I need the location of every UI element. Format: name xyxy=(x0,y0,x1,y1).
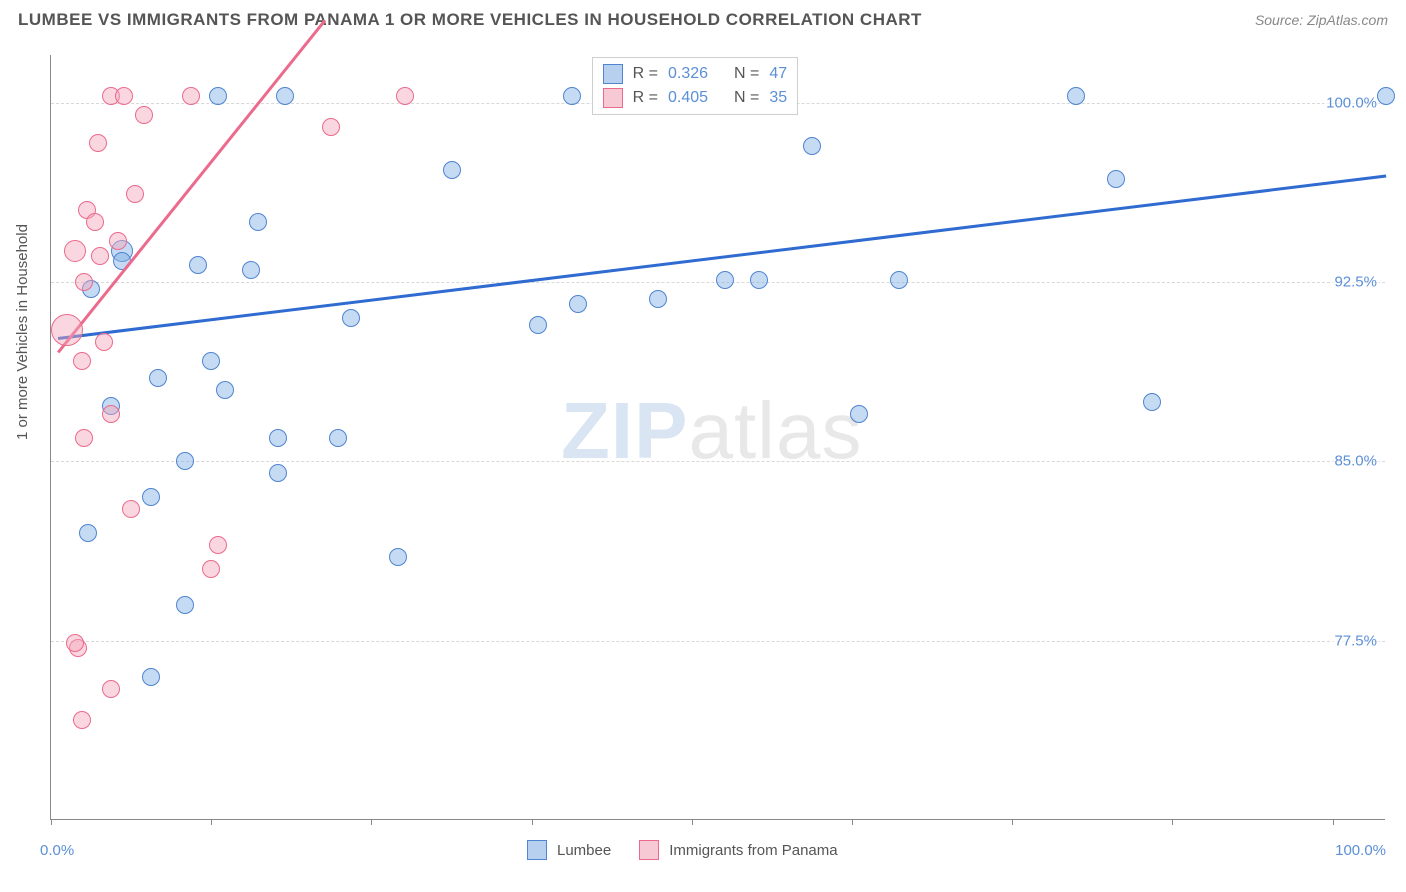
n-value: 47 xyxy=(769,65,787,83)
x-tick xyxy=(1172,819,1173,825)
data-point xyxy=(115,87,133,105)
trend-line xyxy=(57,20,326,354)
data-point xyxy=(182,87,200,105)
data-point xyxy=(850,405,868,423)
data-point xyxy=(242,261,260,279)
data-point xyxy=(569,295,587,313)
grid-line xyxy=(51,641,1385,642)
data-point xyxy=(1107,170,1125,188)
data-point xyxy=(716,271,734,289)
grid-line xyxy=(51,461,1385,462)
data-point xyxy=(109,232,127,250)
data-point xyxy=(75,429,93,447)
legend-swatch xyxy=(639,840,659,860)
data-point xyxy=(389,548,407,566)
data-point xyxy=(649,290,667,308)
data-point xyxy=(209,536,227,554)
data-point xyxy=(342,309,360,327)
r-label: R = xyxy=(633,89,658,107)
data-point xyxy=(750,271,768,289)
n-value: 35 xyxy=(769,89,787,107)
data-point xyxy=(126,185,144,203)
n-label: N = xyxy=(734,65,759,83)
data-point xyxy=(51,314,83,346)
data-point xyxy=(73,711,91,729)
x-tick xyxy=(1012,819,1013,825)
r-value: 0.326 xyxy=(668,65,724,83)
trend-line xyxy=(58,175,1387,340)
data-point xyxy=(75,273,93,291)
data-point xyxy=(149,369,167,387)
bottom-legend: Lumbee Immigrants from Panama xyxy=(527,840,856,860)
chart-plot-area: ZIPatlas 100.0% 92.5% 85.0% 77.5% R = 0.326 N … xyxy=(50,55,1385,820)
chart-title: LUMBEE VS IMMIGRANTS FROM PANAMA 1 OR MO… xyxy=(18,10,922,30)
x-tick xyxy=(211,819,212,825)
data-point xyxy=(202,560,220,578)
watermark: ZIPatlas xyxy=(561,385,862,477)
data-point xyxy=(396,87,414,105)
stats-row: R = 0.326 N = 47 xyxy=(603,62,787,86)
y-tick-label: 77.5% xyxy=(1332,632,1379,649)
data-point xyxy=(322,118,340,136)
source-label: Source: ZipAtlas.com xyxy=(1255,12,1388,28)
series-swatch xyxy=(603,88,623,108)
data-point xyxy=(176,596,194,614)
stats-row: R = 0.405 N = 35 xyxy=(603,86,787,110)
data-point xyxy=(1143,393,1161,411)
y-tick-label: 100.0% xyxy=(1324,94,1379,111)
data-point xyxy=(95,333,113,351)
x-axis-min-label: 0.0% xyxy=(40,842,74,859)
data-point xyxy=(89,134,107,152)
legend-label: Immigrants from Panama xyxy=(669,842,837,859)
legend-label: Lumbee xyxy=(557,842,611,859)
data-point xyxy=(529,316,547,334)
data-point xyxy=(142,668,160,686)
data-point xyxy=(142,488,160,506)
r-label: R = xyxy=(633,65,658,83)
data-point xyxy=(102,680,120,698)
legend-swatch xyxy=(527,840,547,860)
data-point xyxy=(102,405,120,423)
data-point xyxy=(890,271,908,289)
data-point xyxy=(563,87,581,105)
data-point xyxy=(86,213,104,231)
data-point xyxy=(269,464,287,482)
y-tick-label: 92.5% xyxy=(1332,274,1379,291)
data-point xyxy=(269,429,287,447)
data-point xyxy=(803,137,821,155)
data-point xyxy=(329,429,347,447)
data-point xyxy=(249,213,267,231)
data-point xyxy=(176,452,194,470)
x-tick xyxy=(371,819,372,825)
r-value: 0.405 xyxy=(668,89,724,107)
y-axis-title: 1 or more Vehicles in Household xyxy=(14,224,31,440)
data-point xyxy=(209,87,227,105)
n-label: N = xyxy=(734,89,759,107)
y-tick-label: 85.0% xyxy=(1332,453,1379,470)
data-point xyxy=(91,247,109,265)
data-point xyxy=(1067,87,1085,105)
data-point xyxy=(189,256,207,274)
data-point xyxy=(122,500,140,518)
x-axis-max-label: 100.0% xyxy=(1335,842,1386,859)
data-point xyxy=(64,240,86,262)
stats-box: R = 0.326 N = 47 R = 0.405 N = 35 xyxy=(592,57,798,115)
data-point xyxy=(66,634,84,652)
data-point xyxy=(79,524,97,542)
data-point xyxy=(1377,87,1395,105)
series-swatch xyxy=(603,64,623,84)
data-point xyxy=(443,161,461,179)
x-tick xyxy=(51,819,52,825)
data-point xyxy=(73,352,91,370)
data-point xyxy=(202,352,220,370)
x-tick xyxy=(532,819,533,825)
data-point xyxy=(216,381,234,399)
data-point xyxy=(276,87,294,105)
x-tick xyxy=(1333,819,1334,825)
x-tick xyxy=(852,819,853,825)
data-point xyxy=(135,106,153,124)
x-tick xyxy=(692,819,693,825)
